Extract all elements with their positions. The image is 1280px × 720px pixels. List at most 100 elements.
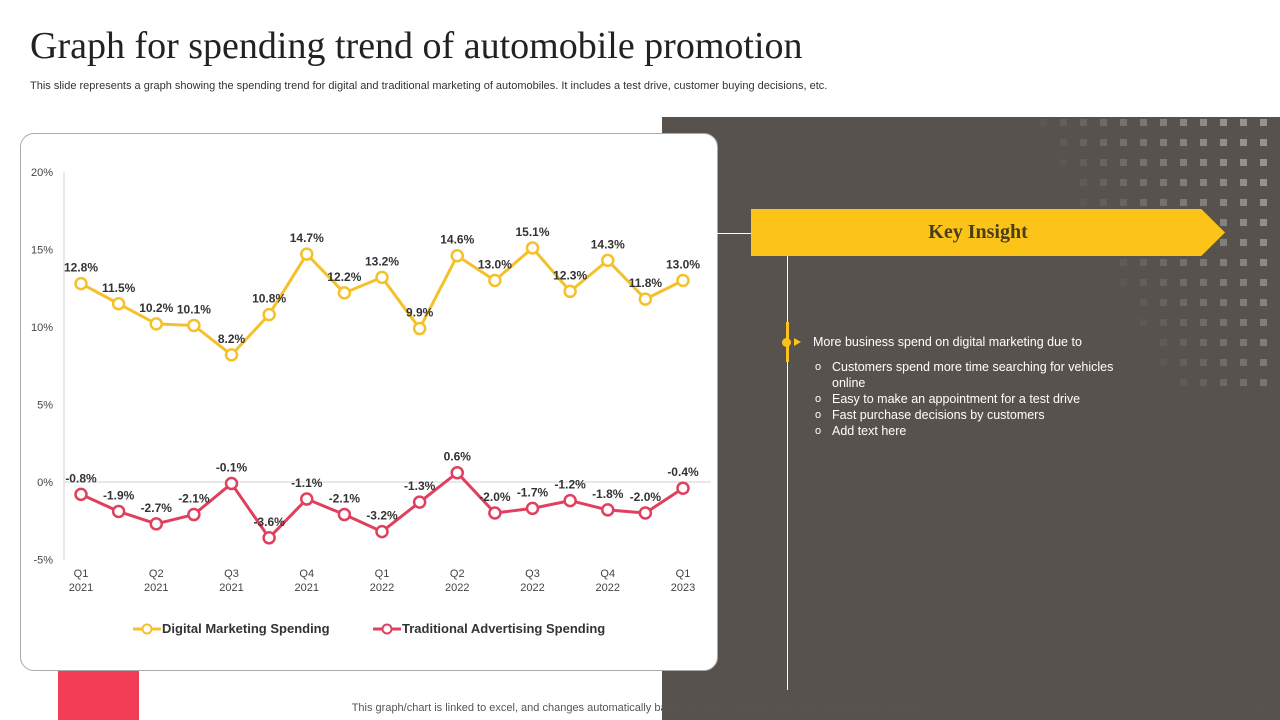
pattern-dot	[1220, 259, 1227, 266]
data-point	[111, 297, 126, 311]
pattern-dot	[1240, 259, 1247, 266]
pattern-dot	[1200, 359, 1207, 366]
x-tick-label: Q1	[375, 568, 390, 580]
y-tick-label: 0%	[37, 477, 53, 489]
pattern-dot	[1160, 259, 1167, 266]
pattern-dot	[1260, 139, 1267, 146]
pattern-dot	[1120, 119, 1127, 126]
y-tick-label: 5%	[37, 400, 53, 412]
connector-line	[717, 233, 751, 234]
pattern-dot	[1240, 359, 1247, 366]
arrow-right-icon	[794, 338, 801, 346]
data-point	[300, 492, 314, 506]
pattern-dot	[1220, 359, 1227, 366]
pattern-dot	[1220, 219, 1227, 226]
pattern-dot	[1200, 299, 1207, 306]
pattern-dot	[1260, 179, 1267, 186]
timeline-line	[787, 256, 788, 690]
data-point	[488, 273, 502, 288]
pattern-dot	[1120, 159, 1127, 166]
pattern-dot	[1120, 279, 1127, 286]
data-point	[337, 286, 352, 300]
data-point	[525, 241, 540, 255]
data-label: -2.0%	[479, 490, 511, 504]
pattern-dot	[1220, 159, 1227, 166]
pattern-dot	[1220, 279, 1227, 286]
x-tick-label: Q2	[450, 568, 465, 580]
pattern-dot	[1240, 159, 1247, 166]
pattern-dot	[1100, 199, 1107, 206]
data-point	[187, 507, 201, 522]
data-point	[262, 307, 276, 322]
data-label: -0.1%	[216, 461, 248, 475]
pattern-dot	[1180, 379, 1187, 386]
page-title: Graph for spending trend of automobile p…	[30, 25, 803, 67]
data-label: 14.7%	[290, 231, 324, 245]
data-label: 14.6%	[440, 233, 474, 247]
pattern-dot	[1240, 239, 1247, 246]
data-label: -1.9%	[103, 488, 135, 502]
data-label: 15.1%	[515, 225, 549, 239]
data-label: -1.2%	[554, 478, 586, 492]
pattern-dot	[1240, 139, 1247, 146]
pattern-dot	[1260, 319, 1267, 326]
pattern-dot	[1180, 139, 1187, 146]
pattern-dot	[1260, 379, 1267, 386]
pattern-dot	[1080, 139, 1087, 146]
data-point	[412, 495, 427, 509]
pattern-dot	[1140, 319, 1147, 326]
pattern-dot	[1200, 279, 1207, 286]
data-label: 14.3%	[591, 237, 625, 251]
data-point	[300, 247, 314, 261]
data-label: 0.6%	[444, 450, 472, 464]
pattern-dot	[1160, 139, 1167, 146]
insight-bullet: Easy to make an appointment for a test d…	[813, 391, 1133, 407]
data-point	[74, 276, 88, 291]
data-label: -1.7%	[517, 485, 549, 499]
pattern-dot	[1220, 319, 1227, 326]
data-point	[224, 348, 239, 362]
data-point	[149, 317, 163, 331]
pattern-dot	[1240, 319, 1247, 326]
data-label: 13.2%	[365, 254, 399, 268]
pattern-dot	[1200, 319, 1207, 326]
insight-text: More business spend on digital marketing…	[813, 335, 1133, 439]
pattern-dot	[1220, 299, 1227, 306]
pattern-dot	[1120, 259, 1127, 266]
data-point	[187, 318, 201, 333]
pattern-dot	[1240, 279, 1247, 286]
key-insight-banner: Key Insight	[751, 209, 1225, 256]
legend-marker	[381, 623, 393, 635]
data-point	[375, 524, 389, 539]
data-label: 9.9%	[406, 306, 434, 320]
data-label: -3.2%	[366, 509, 398, 523]
pattern-dot	[1160, 319, 1167, 326]
data-point	[149, 517, 163, 531]
data-point	[638, 506, 653, 520]
pattern-dot	[1260, 219, 1267, 226]
data-label: 12.8%	[64, 261, 98, 275]
pattern-dot	[1220, 199, 1227, 206]
pattern-dot	[1260, 359, 1267, 366]
x-tick-label: Q1	[676, 568, 691, 580]
pattern-dot	[1220, 139, 1227, 146]
x-tick-label: 2021	[144, 582, 168, 594]
x-tick-label: 2022	[520, 582, 544, 594]
data-point	[676, 273, 690, 288]
x-tick-label: 2021	[69, 582, 93, 594]
data-label: 10.1%	[177, 302, 211, 316]
pattern-dot	[1240, 219, 1247, 226]
data-label: -2.1%	[329, 492, 361, 506]
pattern-dot	[1260, 299, 1267, 306]
data-point	[74, 487, 88, 502]
pattern-dot	[1140, 279, 1147, 286]
chart-card: 20% 15% 10% 5% 0% -5% Q1 2021 Q2 2021 Q3 2021 Q4 2021…	[20, 133, 718, 671]
data-point	[375, 270, 389, 285]
pattern-dot	[1120, 179, 1127, 186]
pattern-dot	[1180, 339, 1187, 346]
pattern-dot	[1240, 119, 1247, 126]
pattern-dot	[1080, 199, 1087, 206]
data-point	[601, 503, 615, 517]
pattern-dot	[1200, 259, 1207, 266]
pattern-dot	[1200, 339, 1207, 346]
